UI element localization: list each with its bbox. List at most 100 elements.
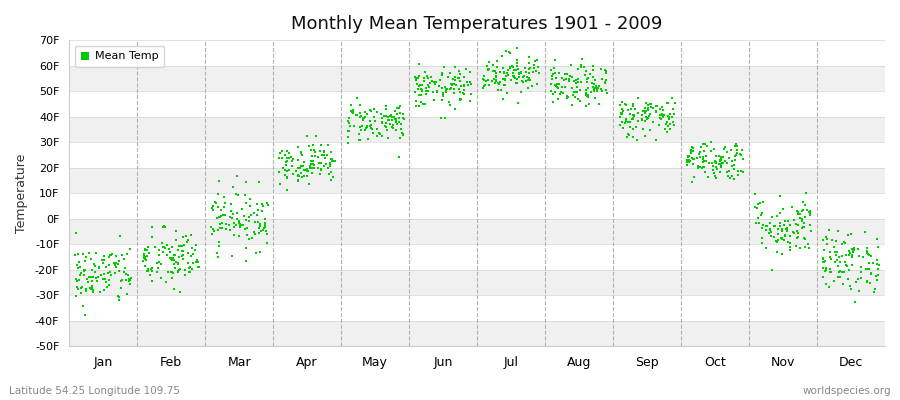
- Mean Temp: [615, 110, 629, 117]
- Mean Temp: [666, 119, 680, 126]
- Mean Temp: [428, 81, 442, 87]
- Mean Temp: [733, 151, 747, 158]
- Mean Temp: [714, 162, 728, 169]
- Mean Temp: [824, 256, 838, 262]
- Mean Temp: [480, 63, 494, 69]
- Mean Temp: [312, 170, 327, 177]
- Mean Temp: [752, 200, 767, 206]
- Mean Temp: [770, 226, 785, 232]
- Mean Temp: [832, 254, 846, 260]
- Mean Temp: [294, 169, 309, 176]
- Mean Temp: [594, 86, 608, 92]
- Mean Temp: [659, 121, 673, 127]
- Mean Temp: [845, 252, 859, 258]
- Mean Temp: [828, 259, 842, 266]
- Mean Temp: [598, 77, 613, 83]
- Mean Temp: [696, 164, 710, 170]
- Mean Temp: [521, 75, 535, 82]
- Mean Temp: [418, 88, 433, 94]
- Mean Temp: [237, 212, 251, 219]
- Mean Temp: [620, 107, 634, 113]
- Mean Temp: [230, 222, 244, 229]
- Mean Temp: [192, 264, 206, 270]
- Mean Temp: [789, 227, 804, 234]
- Mean Temp: [148, 244, 162, 251]
- Mean Temp: [78, 266, 93, 273]
- Mean Temp: [530, 64, 544, 71]
- Mean Temp: [477, 77, 491, 84]
- Mean Temp: [590, 83, 604, 89]
- Mean Temp: [324, 169, 338, 175]
- Mean Temp: [367, 106, 382, 113]
- Mean Temp: [105, 250, 120, 257]
- Mean Temp: [239, 225, 254, 231]
- Mean Temp: [646, 119, 661, 126]
- Mean Temp: [173, 243, 187, 250]
- Mean Temp: [505, 70, 519, 76]
- Mean Temp: [307, 165, 321, 171]
- Mean Temp: [562, 78, 576, 85]
- Y-axis label: Temperature: Temperature: [15, 154, 28, 233]
- Mean Temp: [160, 269, 175, 275]
- Mean Temp: [389, 116, 403, 122]
- Mean Temp: [851, 253, 866, 259]
- Mean Temp: [832, 274, 847, 280]
- Mean Temp: [225, 215, 239, 222]
- Mean Temp: [774, 234, 788, 241]
- Mean Temp: [181, 250, 195, 256]
- Mean Temp: [158, 244, 172, 251]
- Mean Temp: [205, 205, 220, 212]
- Mean Temp: [181, 237, 195, 243]
- Mean Temp: [191, 258, 205, 265]
- Mean Temp: [122, 277, 137, 284]
- Mean Temp: [238, 192, 252, 198]
- Mean Temp: [860, 279, 875, 286]
- Mean Temp: [526, 65, 541, 71]
- Mean Temp: [364, 108, 378, 114]
- Mean Temp: [411, 86, 426, 92]
- Mean Temp: [630, 137, 644, 143]
- Mean Temp: [215, 220, 230, 226]
- Mean Temp: [637, 108, 652, 114]
- Mean Temp: [179, 239, 194, 245]
- Mean Temp: [626, 114, 640, 121]
- Mean Temp: [509, 67, 524, 73]
- Mean Temp: [579, 67, 593, 74]
- Mean Temp: [571, 95, 585, 102]
- Mean Temp: [530, 81, 544, 87]
- Mean Temp: [595, 76, 609, 83]
- Mean Temp: [788, 243, 803, 249]
- Mean Temp: [74, 285, 88, 291]
- Mean Temp: [532, 70, 546, 76]
- Mean Temp: [97, 270, 112, 277]
- Mean Temp: [791, 233, 806, 240]
- Mean Temp: [204, 224, 219, 230]
- Mean Temp: [613, 114, 627, 120]
- Mean Temp: [189, 259, 203, 265]
- Mean Temp: [229, 191, 243, 197]
- Mean Temp: [599, 70, 614, 76]
- Mean Temp: [568, 89, 582, 96]
- Mean Temp: [831, 228, 845, 234]
- Mean Temp: [167, 257, 182, 263]
- Mean Temp: [97, 276, 112, 282]
- Mean Temp: [798, 244, 813, 250]
- Mean Temp: [119, 277, 133, 284]
- Mean Temp: [295, 174, 310, 180]
- Mean Temp: [520, 74, 535, 80]
- Mean Temp: [497, 82, 511, 88]
- Mean Temp: [489, 74, 503, 80]
- Mean Temp: [448, 64, 463, 70]
- Mean Temp: [615, 106, 629, 112]
- Mean Temp: [359, 123, 374, 129]
- Mean Temp: [728, 152, 742, 159]
- Mean Temp: [561, 94, 575, 100]
- Mean Temp: [413, 98, 428, 105]
- Mean Temp: [685, 144, 699, 150]
- Mean Temp: [297, 167, 311, 173]
- Mean Temp: [552, 80, 566, 87]
- Mean Temp: [456, 82, 471, 88]
- Mean Temp: [560, 94, 574, 101]
- Mean Temp: [510, 80, 525, 86]
- Mean Temp: [585, 73, 599, 80]
